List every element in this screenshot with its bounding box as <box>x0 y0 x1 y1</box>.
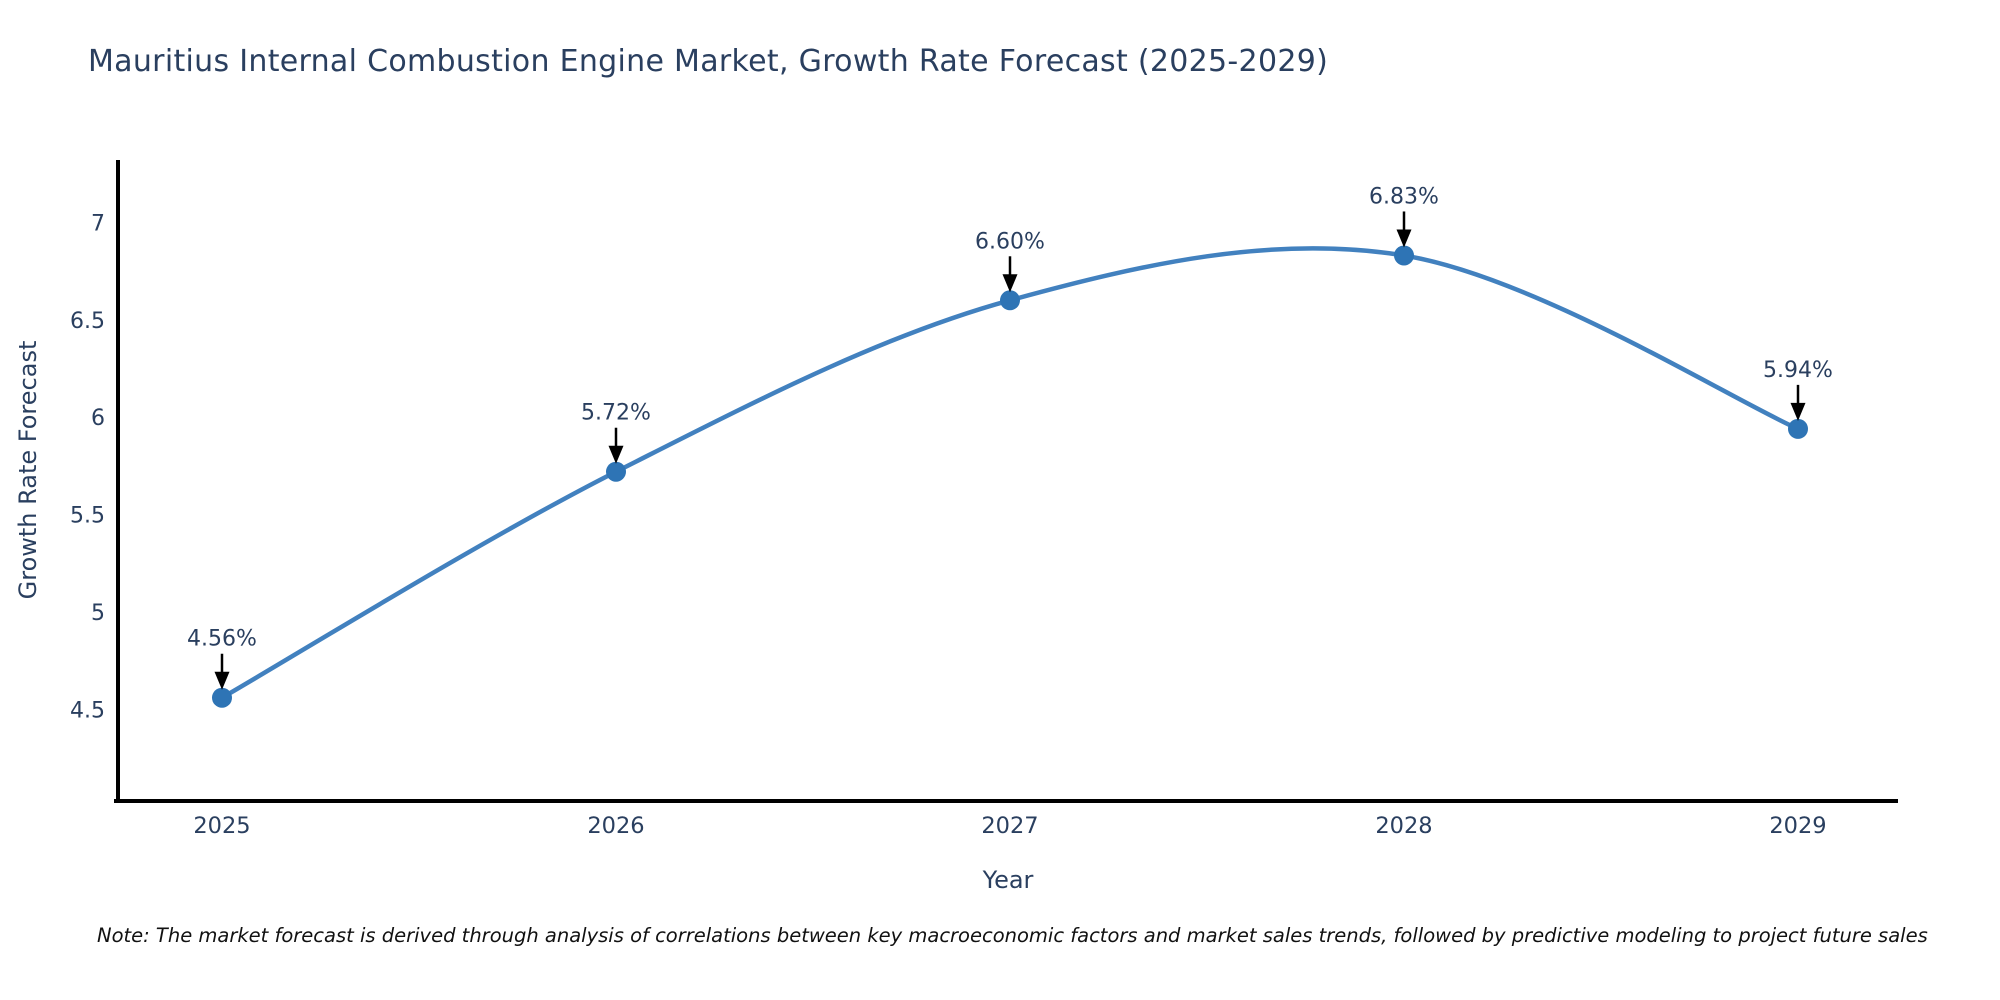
point-label: 6.83% <box>1369 184 1439 209</box>
y-tick-label: 6.5 <box>70 309 105 334</box>
y-tick-label: 7 <box>91 211 105 236</box>
series-line <box>219 246 1801 700</box>
data-point-2029[interactable] <box>1788 418 1808 439</box>
annotation-arrowhead <box>214 671 230 690</box>
annotation-arrowhead <box>1396 229 1412 248</box>
annotation-arrowhead <box>1002 274 1018 293</box>
chart-title: Mauritius Internal Combustion Engine Mar… <box>88 44 1329 79</box>
x-axis-title: Year <box>982 866 1034 894</box>
y-axis-title: Growth Rate Forecast <box>14 341 42 600</box>
point-label: 6.60% <box>975 229 1045 254</box>
annotation-arrowhead <box>1790 402 1806 421</box>
data-point-2025[interactable] <box>212 687 232 708</box>
y-tick-label: 6 <box>91 406 105 431</box>
x-tick-label: 2025 <box>193 813 250 839</box>
x-tick-label: 2026 <box>587 813 644 839</box>
y-tick-label: 5 <box>91 601 105 626</box>
point-label: 5.94% <box>1763 358 1833 383</box>
data-point-2027[interactable] <box>1000 290 1020 311</box>
point-label: 4.56% <box>187 627 257 652</box>
x-tick-label: 2027 <box>981 813 1038 839</box>
point-label: 5.72% <box>581 401 651 426</box>
data-point-2028[interactable] <box>1394 245 1414 266</box>
y-tick-label: 4.5 <box>70 698 105 723</box>
data-point-2026[interactable] <box>606 461 626 482</box>
footnote: Note: The market forecast is derived thr… <box>97 924 1928 947</box>
x-tick-label: 2029 <box>1769 813 1826 839</box>
y-tick-label: 5.5 <box>70 504 105 529</box>
annotation-arrowhead <box>608 445 624 464</box>
x-tick-label: 2028 <box>1375 813 1432 839</box>
